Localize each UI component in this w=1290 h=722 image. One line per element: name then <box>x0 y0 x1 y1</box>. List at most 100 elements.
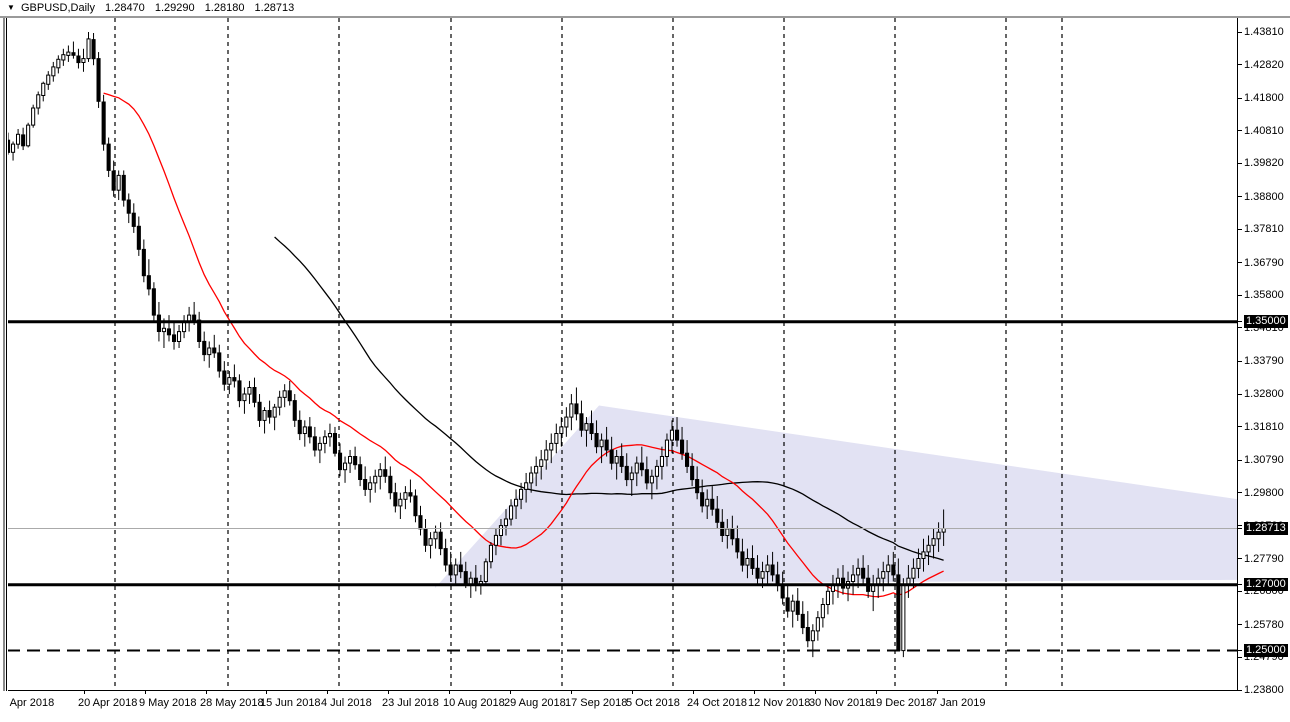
candle-body <box>614 456 619 464</box>
candle-body <box>549 442 554 451</box>
left-rail-bar <box>3 16 5 691</box>
candle-body <box>659 456 665 467</box>
candle-body <box>488 544 493 563</box>
candle-body <box>680 439 685 454</box>
candle-body <box>36 94 41 109</box>
candle-body <box>458 564 463 573</box>
candle-body <box>695 479 700 494</box>
time-axis[interactable]: 2 Apr 2018 20 Apr 2018 9 May 2018 28 May 20… <box>0 691 1238 722</box>
candle-body <box>569 403 574 418</box>
candle-body <box>338 452 343 471</box>
ohlc-high: 1.29290 <box>154 2 195 14</box>
candle-body <box>322 436 327 444</box>
candle-body <box>700 492 705 507</box>
candle-body <box>534 465 539 474</box>
candle-body <box>926 544 931 553</box>
candle-body <box>886 564 891 573</box>
price-axis-highlight-level[interactable]: 1.35000 <box>1238 315 1288 329</box>
symbol-ohlc-line: GBPUSD,Daily 1.28470 1.29290 1.28180 1.2… <box>21 2 294 14</box>
candle-body <box>740 551 745 566</box>
time-axis-tick-label: 7 Jan 2019 <box>931 697 986 709</box>
candle-body <box>136 225 141 250</box>
candle-body <box>675 429 680 441</box>
price-tick-mark <box>1238 492 1242 494</box>
price-axis-highlight-level[interactable]: 1.25000 <box>1238 644 1288 658</box>
price-tick-mark <box>1238 162 1242 164</box>
candle-body <box>760 571 765 579</box>
time-axis-tick-label: 5 Oct 2018 <box>626 697 680 709</box>
price-tick-label: 1.40810 <box>1244 124 1284 137</box>
candle-body <box>252 387 257 403</box>
triangle-pattern-annotation[interactable] <box>435 405 1238 589</box>
candle-body <box>619 456 624 467</box>
price-axis-tick: 1.29800 <box>1238 487 1284 499</box>
plot-right-border <box>1237 18 1238 691</box>
candle-body <box>669 429 675 441</box>
price-tick-mark <box>1238 584 1242 586</box>
candle-body <box>825 590 831 605</box>
candle-body <box>730 528 735 540</box>
candlestick-series <box>7 32 946 658</box>
candle-body <box>403 492 408 500</box>
price-axis-tick: 1.32800 <box>1238 388 1284 400</box>
ohlc-close: 1.28713 <box>254 2 295 14</box>
candle-body <box>156 314 161 333</box>
price-tick-label: 1.31810 <box>1244 420 1284 433</box>
candle-body <box>519 488 524 500</box>
candle-body <box>227 377 232 385</box>
candle-body <box>237 380 242 402</box>
time-tick-mark <box>510 691 511 694</box>
price-axis-tick: 1.36790 <box>1238 257 1284 269</box>
candle-body <box>810 630 815 642</box>
candle-body <box>609 449 614 464</box>
price-axis-tick: 1.27790 <box>1238 553 1284 565</box>
price-axis-highlight-current-price[interactable]: 1.28713 <box>1238 521 1288 535</box>
price-axis-tick: 1.30790 <box>1238 454 1284 466</box>
candle-body <box>232 377 237 382</box>
price-axis-tick: 1.43810 <box>1238 26 1284 38</box>
candle-body <box>282 390 287 398</box>
candle-body <box>101 101 106 145</box>
candle-body <box>433 531 438 540</box>
candle-body <box>579 413 584 431</box>
candle-body <box>348 456 353 464</box>
candle-body <box>755 567 760 579</box>
candle-body <box>202 340 207 356</box>
candle-body <box>785 597 790 612</box>
time-axis-tick-label: 24 Oct 2018 <box>687 697 747 709</box>
price-tick-mark <box>1238 624 1242 626</box>
price-tick-label: 1.42820 <box>1244 58 1284 71</box>
plot-left-border <box>6 16 7 691</box>
price-axis[interactable]: 1.43810 1.42820 1.41800 1.40810 1.39820 1.388… <box>1238 18 1290 722</box>
candle-body <box>16 133 21 145</box>
candle-body <box>931 538 936 546</box>
candle-body <box>242 393 247 402</box>
candle-body <box>7 139 11 153</box>
price-axis-tick: 1.33790 <box>1238 355 1284 367</box>
candle-body <box>332 433 337 454</box>
candle-body <box>509 505 514 520</box>
candle-body <box>257 401 262 421</box>
candle-body <box>881 571 886 579</box>
candle-body <box>383 469 388 477</box>
candle-body <box>56 58 61 69</box>
candle-body <box>192 314 197 321</box>
candle-body <box>805 627 810 642</box>
candle-body <box>654 465 660 477</box>
candle-body <box>71 52 76 56</box>
price-tick-mark <box>1238 558 1242 560</box>
candle-body <box>31 107 36 126</box>
price-axis-highlight-level[interactable]: 1.27000 <box>1238 578 1288 592</box>
candle-body <box>413 495 418 517</box>
price-tick-label: 1.25780 <box>1244 618 1284 631</box>
candle-body <box>901 584 906 652</box>
triangle-down-icon[interactable]: ▼ <box>7 3 15 12</box>
candle-body <box>141 248 146 277</box>
candle-body <box>448 564 453 576</box>
candle-body <box>851 574 856 583</box>
chart-plot-area[interactable] <box>7 18 1238 691</box>
candle-body <box>438 531 443 550</box>
candle-body <box>177 331 182 343</box>
price-tick-label: 1.41800 <box>1244 92 1284 105</box>
candle-body <box>146 275 151 290</box>
